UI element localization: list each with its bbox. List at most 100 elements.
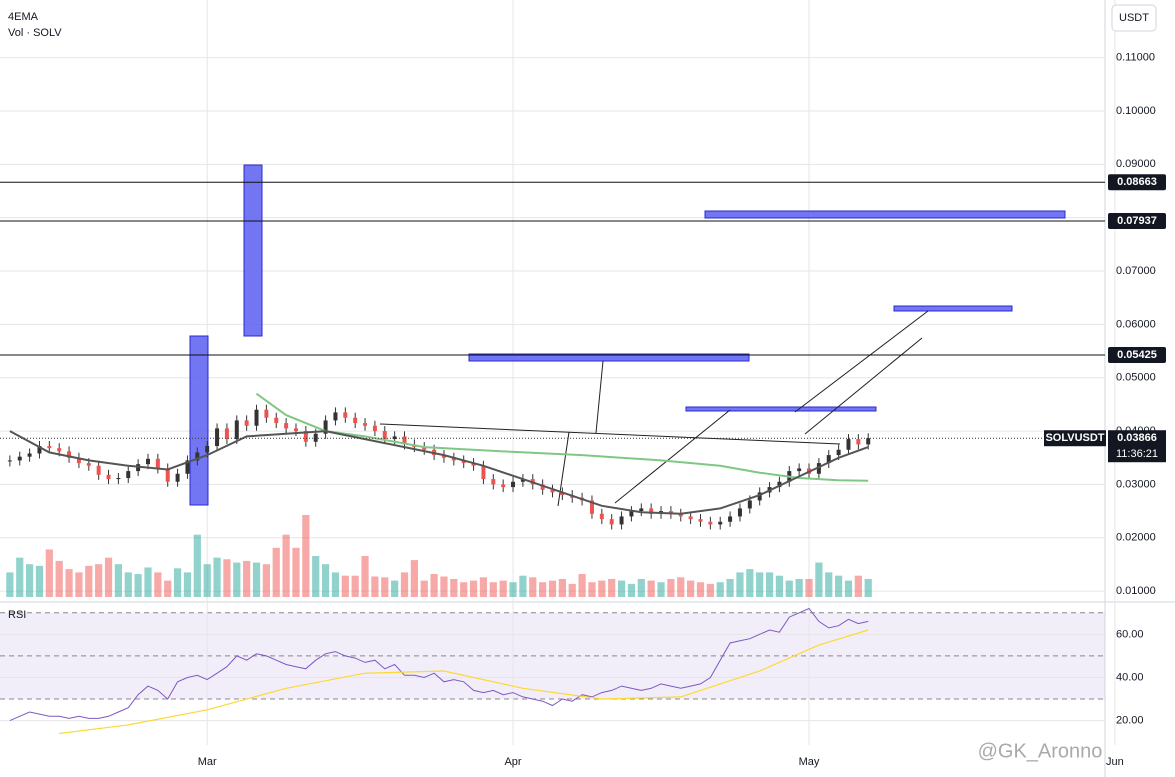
candle [382,431,387,440]
candle [57,448,62,452]
candle [481,465,486,480]
volume-bar [627,583,636,597]
rsi-line [9,607,869,722]
volume-bar [410,560,418,597]
volume-bar [509,582,517,597]
candle [7,460,12,462]
candle [293,428,298,432]
volume-title: Vol · SOLV [8,27,62,39]
candle [37,446,42,454]
candle [205,446,210,453]
volume-bar [381,577,389,597]
candle [826,455,831,464]
volume-bar [223,559,231,597]
level-tag [1108,174,1166,191]
candle [441,455,446,458]
candle [67,451,72,458]
volume-bar [736,572,744,597]
candle [96,465,101,475]
volume-bar [647,580,655,597]
trend-line [595,360,604,434]
countdown: 11:36:21 [1116,448,1158,460]
volume-bar [588,582,596,597]
candle [511,481,516,488]
currency-box[interactable] [1111,4,1157,32]
box [243,164,263,337]
last-price-label: 0.03866 [1117,432,1157,444]
candle [491,479,496,485]
volume-bar [104,557,113,597]
volume-bar [548,580,557,597]
rsi-title: RSI [8,609,26,621]
candle [27,453,32,457]
candle [47,446,52,449]
candle [86,463,91,466]
volume-bar [321,564,330,597]
volume-bar [864,578,872,597]
rsi-ma [59,629,869,735]
candle [866,438,871,445]
level-label: 0.05425 [1117,349,1157,361]
symbol-label: SOLVUSDT [1045,432,1104,444]
volume-bar [469,580,478,597]
volume-bar [617,580,626,597]
level-tag [1108,213,1166,230]
candle [589,500,594,514]
volume-bar [598,580,606,597]
volume-bar [795,578,803,597]
volume-bar [95,564,103,597]
candle [402,436,407,445]
volume-bar [302,515,310,597]
volume-bar [696,582,705,597]
volume-bar [183,572,192,597]
candle [520,479,525,482]
candle [343,412,348,418]
candle [599,513,604,520]
candle [264,409,269,418]
candle [303,431,308,442]
rsi-tick-label: 60.00 [1116,628,1144,640]
candle [678,513,683,517]
candle [76,457,81,464]
candle [836,449,841,456]
volume-bar [765,572,774,597]
candle [244,420,249,426]
candle [777,481,782,488]
volume-bar [114,564,122,597]
rsi-tick-label: 20.00 [1116,715,1144,727]
volume-bar [292,547,300,597]
volume-bar [193,534,201,597]
candle [106,474,111,480]
watermark: @GK_Aronno [978,740,1103,762]
volume-bar [371,576,379,597]
candle [185,460,190,474]
volume-bar [173,568,182,597]
volume-bar [203,564,211,597]
candle [639,508,644,512]
y-tick-label: 0.02000 [1116,532,1156,544]
volume-bar [144,567,152,597]
volume-bar [6,572,14,597]
indicator-title: 4EMA [8,11,39,23]
volume-bar [578,574,586,597]
candle [560,492,565,496]
trend-line [379,423,841,445]
currency[interactable]: USDT [1119,12,1149,24]
candle [116,478,121,480]
trend-line [614,409,731,504]
y-tick-label: 0.01000 [1116,585,1156,597]
candle [718,521,723,525]
candle [501,484,506,488]
volume-bar [479,577,488,597]
candle [540,484,545,490]
y-tick-label: 0.10000 [1116,105,1156,117]
level-label: 0.07937 [1117,215,1157,227]
candle [816,463,821,474]
volume-bar [430,574,438,597]
volume-bar [499,580,507,597]
level-label: 0.08663 [1117,176,1157,188]
candle [609,519,614,525]
volume-bar [706,583,714,597]
volume-bar [825,572,833,597]
